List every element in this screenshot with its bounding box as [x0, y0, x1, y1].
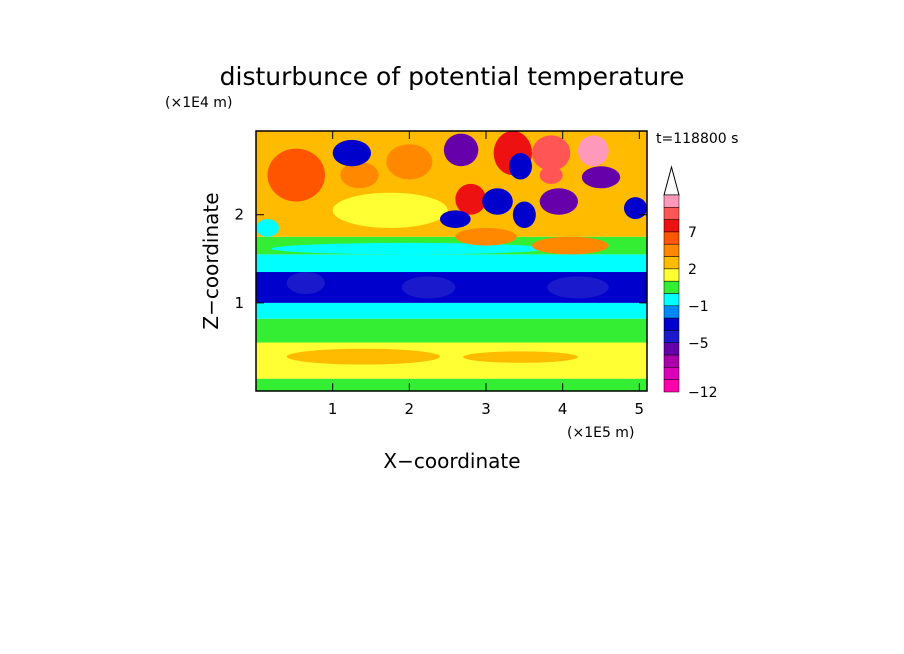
contour-region [256, 318, 647, 343]
contour-region [547, 276, 609, 299]
colorbar-swatch [663, 379, 680, 393]
x-tick-label: 1 [328, 400, 338, 418]
y-unit-label: (×1E4 m) [165, 95, 232, 111]
colorbar-swatch [663, 342, 680, 356]
colorbar-swatch [663, 317, 680, 331]
contour-region [332, 192, 448, 228]
colorbar-label: −5 [688, 336, 709, 352]
colorbar-swatch [663, 268, 680, 282]
colorbar-swatch [663, 256, 680, 270]
x-tick-label: 5 [635, 400, 645, 418]
x-axis-ticks: 1 2 3 4 5 [328, 131, 644, 418]
contour-region [401, 276, 456, 299]
colorbar-swatch [663, 305, 680, 319]
colorbar-swatch [663, 354, 680, 368]
contour-fills [256, 131, 647, 391]
y-tick-label: 1 [234, 294, 244, 312]
colorbar-swatch [663, 219, 680, 233]
contour-region [509, 153, 532, 180]
colorbar-swatch [663, 367, 680, 380]
contour-region [286, 348, 440, 365]
x-unit-label: (×1E5 m) [567, 425, 634, 441]
colorbar-swatch [663, 244, 680, 257]
colorbar-label: 7 [688, 225, 697, 241]
colorbar-label: 2 [688, 262, 697, 278]
contour-region [267, 148, 325, 202]
x-tick-label: 3 [481, 400, 491, 418]
contour-region [256, 302, 647, 319]
colorbar-swatch [663, 207, 680, 220]
colorbar: 7 2 −1 −5 −12 [663, 165, 718, 401]
colorbar-swatch [663, 194, 680, 208]
y-axis-ticks: 12 [234, 206, 647, 312]
colorbar-swatch [663, 280, 680, 294]
contour-region [340, 161, 379, 189]
time-label: t=118800 s [656, 131, 738, 147]
y-tick-label: 2 [234, 206, 244, 224]
contour-region [256, 378, 647, 391]
contour-region [386, 144, 433, 180]
y-axis-label: Z−coordinate [199, 192, 223, 329]
contour-region [256, 254, 647, 273]
contour-region [455, 227, 517, 246]
contour-region [482, 188, 513, 215]
contour-region [440, 210, 471, 228]
contour-region [455, 183, 486, 215]
contour-region [532, 135, 571, 171]
contour-region [271, 242, 548, 255]
contour-region [539, 166, 563, 184]
contour-region [463, 351, 578, 363]
colorbar-label: −12 [688, 385, 718, 401]
chart-title: disturbunce of potential temperature [220, 62, 685, 91]
contour-region [286, 272, 325, 295]
x-tick-label: 2 [405, 400, 415, 418]
colorbar-label: −1 [688, 299, 709, 315]
colorbar-swatch [663, 293, 680, 307]
contour-region [443, 133, 479, 167]
colorbar-swatch [663, 330, 680, 343]
x-axis-label: X−coordinate [383, 449, 520, 473]
colorbar-swatch [663, 231, 680, 245]
contour-region [512, 201, 536, 228]
contour-region [578, 135, 609, 167]
contour-region [539, 188, 578, 215]
colorbar-extend-arrow [663, 165, 680, 196]
contour-region [256, 219, 279, 237]
contour-region [624, 197, 647, 220]
contour-region [332, 139, 371, 167]
plot-frame [255, 130, 648, 392]
x-tick-label: 4 [558, 400, 568, 418]
contour-region [532, 236, 609, 255]
contour-region [581, 166, 621, 189]
